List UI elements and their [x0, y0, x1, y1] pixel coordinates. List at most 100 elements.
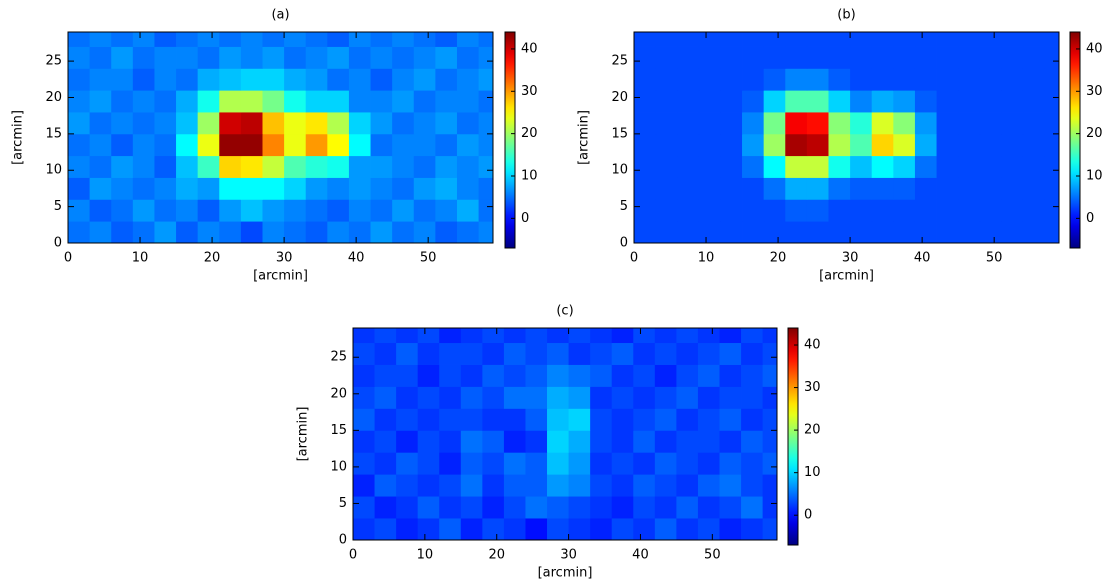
cell: [871, 221, 894, 243]
cell: [850, 221, 873, 243]
cell: [1001, 221, 1024, 243]
cell: [742, 68, 765, 91]
cell: [634, 90, 657, 113]
cell: [111, 46, 134, 69]
cell: [456, 68, 479, 91]
cell: [914, 32, 937, 47]
cell: [655, 177, 678, 200]
cell: [219, 221, 242, 243]
cell: [654, 364, 677, 387]
cell: [936, 112, 959, 135]
cell: [370, 112, 393, 135]
cell: [547, 518, 569, 540]
cell: [763, 112, 786, 135]
cell: [719, 408, 742, 431]
cell: [698, 112, 721, 135]
cell: [1001, 177, 1024, 200]
cell: [655, 155, 678, 178]
cell: [871, 112, 894, 135]
cell: [1044, 133, 1059, 157]
colorbar-tick-label: 0: [1086, 211, 1094, 226]
cell: [697, 518, 720, 540]
cell: [611, 386, 634, 409]
cell: [435, 68, 458, 91]
cell: [396, 496, 419, 519]
cell: [503, 386, 526, 409]
cell: [240, 46, 263, 69]
cell: [785, 221, 808, 243]
cell: [654, 474, 677, 497]
cell: [439, 496, 462, 519]
cell: [392, 32, 415, 47]
cell: [568, 430, 591, 453]
cell: [936, 133, 959, 157]
cell: [435, 46, 458, 69]
cell: [503, 364, 526, 387]
cell: [417, 408, 440, 431]
cell: [413, 68, 436, 91]
cell: [742, 32, 765, 47]
cell: [742, 112, 765, 135]
cell: [176, 90, 199, 113]
cell: [154, 90, 177, 113]
cell: [871, 32, 894, 47]
cell: [958, 46, 981, 69]
cell: [676, 496, 699, 519]
cell: [353, 386, 375, 409]
cell: [590, 342, 613, 365]
cell: [1044, 199, 1059, 222]
cell: [456, 32, 479, 47]
cell: [482, 328, 505, 344]
x-tick-label: 40: [914, 251, 931, 266]
cell: [154, 68, 177, 91]
cell: [1022, 177, 1045, 200]
cell: [654, 496, 677, 519]
cell: [1044, 90, 1059, 113]
cell: [936, 46, 959, 69]
cell: [392, 90, 415, 113]
y-tick-label: 5: [339, 496, 347, 511]
cell: [89, 221, 112, 243]
cell: [914, 155, 937, 178]
cell: [478, 112, 493, 135]
cell: [633, 328, 656, 344]
colorbar-tick-label: 10: [1086, 169, 1103, 184]
cell: [741, 518, 764, 540]
colorbar-tick-label: 10: [521, 169, 538, 184]
cell: [1001, 68, 1024, 91]
cell: [914, 68, 937, 91]
cell: [763, 177, 786, 200]
cell: [1001, 199, 1024, 222]
cell: [154, 199, 177, 222]
cell: [719, 452, 742, 475]
colorbar-tick-label: 0: [521, 211, 529, 226]
cell: [1001, 112, 1024, 135]
cell: [871, 133, 894, 157]
cell: [1044, 112, 1059, 135]
cell: [353, 328, 375, 344]
cell: [1044, 32, 1059, 47]
cell: [590, 386, 613, 409]
cell: [284, 133, 307, 157]
x-tick-label: 20: [488, 548, 505, 563]
cell: [305, 68, 328, 91]
cell: [525, 496, 548, 519]
cell: [893, 90, 916, 113]
cell: [284, 68, 307, 91]
cell: [417, 430, 440, 453]
cell: [240, 221, 263, 243]
cell: [197, 199, 220, 222]
cell: [634, 133, 657, 157]
cell: [785, 177, 808, 200]
cell: [677, 177, 700, 200]
cell: [176, 32, 199, 47]
cell: [720, 112, 743, 135]
cell: [370, 46, 393, 69]
colorbar-tick-label: 40: [521, 41, 538, 56]
cell: [396, 386, 419, 409]
cell: [958, 90, 981, 113]
cell: [611, 518, 634, 540]
cell: [197, 68, 220, 91]
cell: [762, 452, 777, 475]
cell: [850, 68, 873, 91]
